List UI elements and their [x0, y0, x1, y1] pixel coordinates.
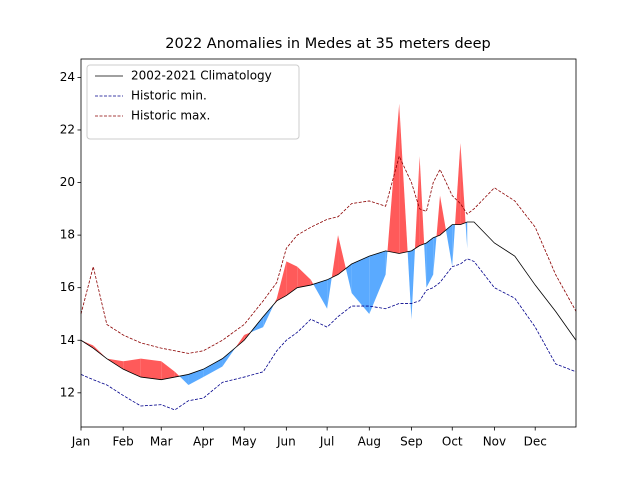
anomaly-fill	[419, 156, 425, 246]
legend-label: Historic max.	[131, 109, 210, 123]
anomaly-fill	[445, 224, 453, 267]
anomaly-fill	[274, 298, 277, 304]
anomaly-fill	[436, 195, 441, 237]
anomaly-fill	[399, 103, 408, 254]
y-tick-label: 22	[60, 122, 75, 136]
anomaly-fill	[455, 143, 461, 225]
x-tick-label: Jan	[71, 435, 91, 449]
anomaly-fill	[407, 250, 412, 320]
y-tick-label: 16	[60, 280, 75, 294]
chart-title: 2022 Anomalies in Medes at 35 meters dee…	[165, 36, 490, 52]
anomaly-fill	[433, 236, 437, 275]
legend-box	[86, 64, 300, 140]
anomaly-fill	[203, 358, 223, 378]
legend-label: Historic min.	[131, 89, 207, 103]
y-tick-label: 20	[60, 175, 75, 189]
anomaly-fill	[313, 279, 328, 309]
anomaly-fill	[140, 358, 162, 380]
anomaly-fill	[174, 371, 180, 378]
anomaly-fill	[276, 261, 287, 301]
anomaly-fill	[369, 250, 386, 314]
x-tick-label: May	[232, 435, 257, 449]
anomaly-fill	[286, 261, 298, 296]
anomaly-fill	[385, 250, 388, 275]
x-tick-label: Oct	[442, 435, 463, 449]
plot-frame	[80, 58, 577, 428]
series-line	[80, 221, 577, 381]
legend-label: 2002-2021 Climatology	[131, 69, 272, 83]
x-tick-label: Dec	[524, 435, 547, 449]
anomaly-fill	[235, 335, 245, 348]
x-tick-label: Apr	[193, 435, 214, 449]
anomaly-fill	[411, 248, 415, 320]
anomaly-fill	[222, 347, 236, 367]
anomaly-fill	[426, 237, 434, 288]
anomaly-fill	[452, 224, 456, 267]
x-tick-label: Aug	[358, 435, 381, 449]
anomaly-fill	[310, 279, 314, 286]
x-tick-label: Jun	[276, 435, 296, 449]
y-tick-label: 12	[60, 385, 75, 399]
anomaly-fill	[345, 264, 352, 293]
x-tick-label: Feb	[113, 435, 134, 449]
y-tick-label: 24	[60, 70, 75, 84]
anomaly-fill	[263, 303, 275, 328]
anomaly-fill	[297, 266, 311, 288]
anomaly-fill	[331, 235, 339, 278]
series-line	[80, 258, 577, 411]
x-tick-label: Sep	[400, 435, 423, 449]
x-tick-label: Nov	[483, 435, 506, 449]
anomaly-fill	[161, 361, 175, 380]
x-tick-label: Jul	[319, 435, 334, 449]
anomaly-fill	[123, 358, 141, 378]
y-tick-label: 18	[60, 228, 75, 242]
anomaly-fill	[424, 243, 427, 288]
anomaly-fill	[460, 143, 466, 225]
anomaly-fill	[179, 374, 189, 385]
series-line	[80, 155, 577, 354]
anomaly-fill	[338, 235, 346, 275]
x-tick-label: Mar	[150, 435, 173, 449]
anomaly-fill	[93, 345, 107, 359]
y-tick-label: 14	[60, 333, 75, 347]
anomaly-fill	[465, 221, 468, 249]
anomaly-fill	[351, 256, 370, 314]
anomaly-fill	[327, 277, 332, 309]
anomaly-fill	[414, 156, 420, 249]
anomaly-fill	[440, 195, 446, 236]
